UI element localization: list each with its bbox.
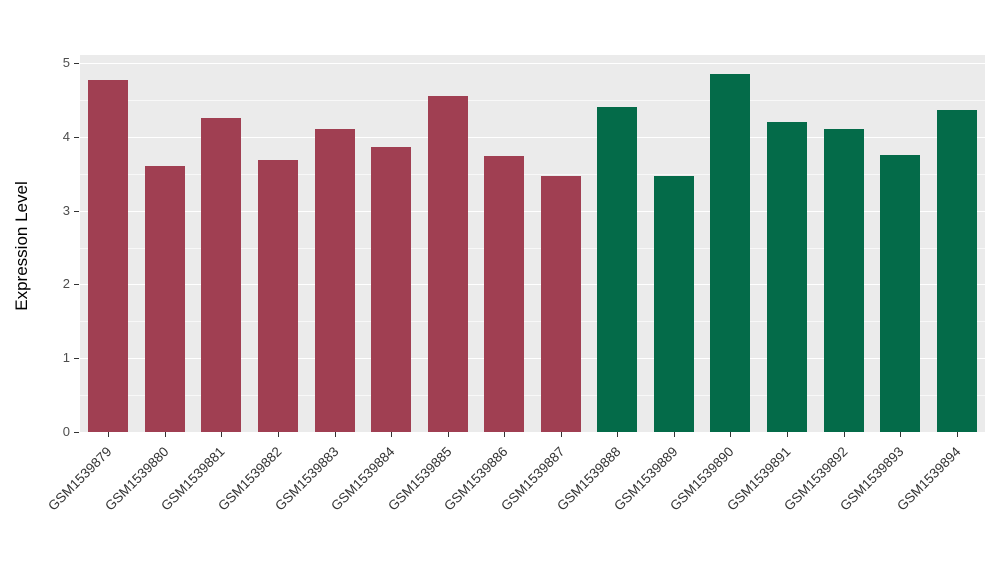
y-tick-mark [74, 136, 79, 138]
bar-GSM1539882 [257, 160, 298, 432]
y-tick-mark [74, 63, 79, 64]
major-gridline [80, 63, 985, 64]
x-tick-mark [334, 432, 336, 437]
x-tick-label: GSM1539888 [554, 444, 624, 514]
x-tick-mark [391, 432, 393, 437]
x-tick-mark [900, 432, 902, 437]
y-tick-mark [74, 432, 79, 433]
x-tick-label: GSM1539880 [101, 444, 172, 514]
x-tick-mark [956, 432, 958, 437]
y-axis-title: Expression Level [12, 181, 31, 311]
y-tick-mark [74, 210, 79, 212]
x-tick-mark [504, 432, 506, 437]
y-tick-label: 3 [62, 202, 70, 218]
bar-GSM1539879 [88, 79, 129, 432]
x-tick-label: GSM1539881 [158, 444, 229, 514]
x-tick-mark [617, 432, 619, 437]
plot-panel [80, 55, 985, 433]
bar-GSM1539883 [314, 129, 355, 432]
x-tick-mark [221, 432, 223, 437]
bar-GSM1539894 [936, 109, 977, 432]
x-tick-mark [843, 432, 845, 437]
bar-GSM1539891 [767, 122, 808, 432]
bar-GSM1539888 [597, 107, 638, 432]
y-tick-mark [74, 358, 79, 360]
x-tick-label: GSM1539893 [837, 444, 907, 514]
bar-GSM1539890 [710, 74, 751, 432]
major-gridline [80, 432, 985, 433]
x-tick-label: GSM1539884 [328, 444, 398, 514]
x-tick-label: GSM1539883 [271, 444, 342, 514]
x-tick-mark [787, 432, 789, 437]
bar-GSM1539885 [427, 96, 468, 432]
y-tick-label: 4 [62, 128, 70, 144]
x-tick-mark [277, 432, 279, 437]
x-tick-mark [730, 432, 732, 437]
x-tick-label: GSM1539889 [610, 444, 681, 514]
x-tick-label: GSM1539891 [724, 444, 794, 514]
minor-gridline [80, 99, 985, 101]
y-tick-mark [74, 284, 79, 286]
y-tick-label: 0 [62, 424, 70, 439]
bar-GSM1539892 [823, 129, 864, 432]
x-tick-mark [164, 432, 166, 437]
x-tick-mark [560, 432, 562, 437]
x-tick-label: GSM1539887 [497, 444, 568, 514]
bar-GSM1539893 [880, 155, 921, 432]
bar-GSM1539887 [540, 175, 581, 432]
bar-GSM1539880 [144, 166, 185, 432]
x-tick-label: GSM1539894 [893, 444, 964, 514]
bar-GSM1539886 [484, 156, 525, 432]
x-tick-label: GSM1539885 [384, 444, 455, 514]
bar-GSM1539881 [201, 118, 242, 432]
x-tick-label: GSM1539890 [667, 444, 738, 514]
bar-GSM1539889 [653, 175, 694, 432]
x-tick-label: GSM1539892 [780, 444, 851, 514]
bar-GSM1539884 [371, 147, 412, 432]
x-tick-mark [447, 432, 449, 437]
x-tick-mark [108, 432, 110, 437]
x-tick-mark [673, 432, 675, 437]
y-tick-label: 5 [62, 55, 70, 70]
y-tick-label: 2 [62, 276, 70, 292]
x-tick-label: GSM1539882 [215, 444, 285, 514]
y-tick-label: 1 [62, 350, 70, 366]
x-tick-label: GSM1539886 [441, 444, 511, 514]
